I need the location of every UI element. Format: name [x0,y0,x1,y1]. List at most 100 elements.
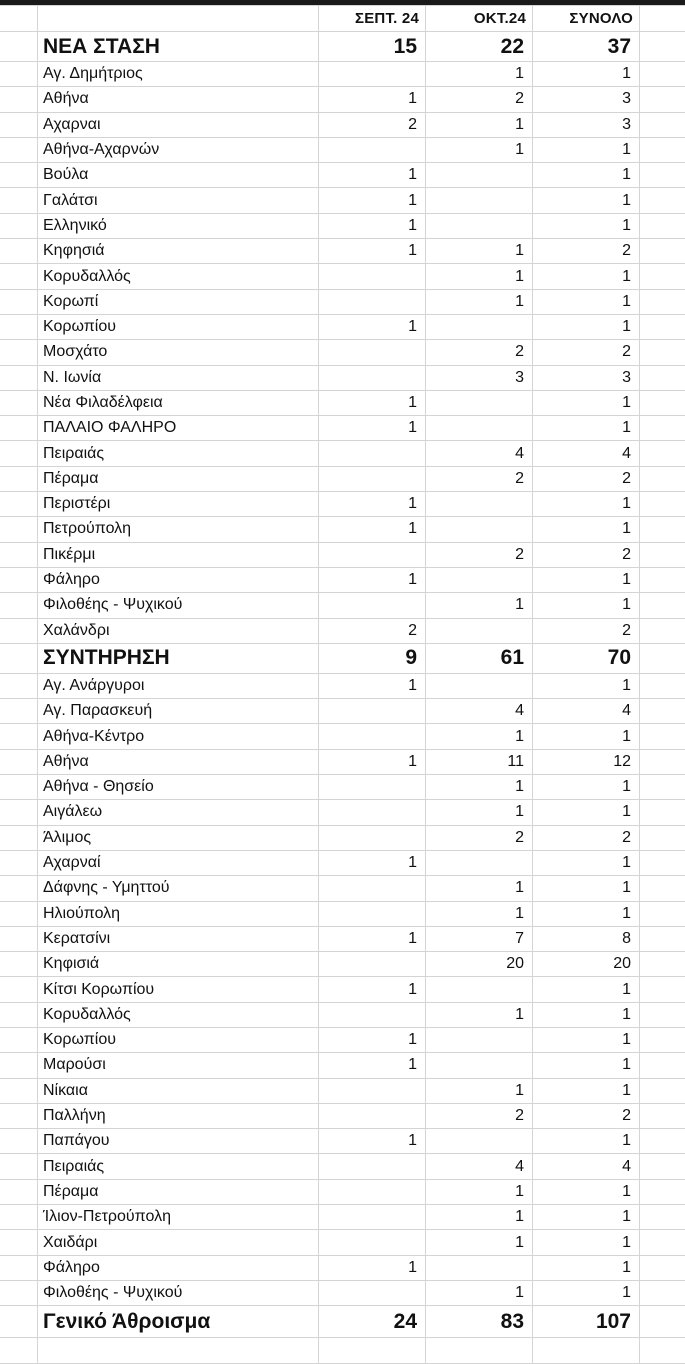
sept-cell[interactable] [319,1002,426,1027]
okt-cell[interactable]: 1 [426,239,533,264]
grand-total-okt[interactable]: 83 [426,1306,533,1338]
sept-cell[interactable]: 1 [319,567,426,592]
total-cell[interactable]: 1 [533,416,640,441]
location-cell[interactable]: Μαρούσι [38,1053,319,1078]
total-cell[interactable]: 1 [533,137,640,162]
sept-cell[interactable] [319,264,426,289]
total-cell[interactable]: 2 [533,340,640,365]
empty-cell[interactable] [533,1338,640,1363]
location-cell[interactable]: Κηφησιά [38,239,319,264]
okt-cell[interactable]: 1 [426,775,533,800]
header-total[interactable]: ΣΥΝΟΛΟ [533,6,640,32]
row-header-cell[interactable] [0,163,38,188]
sept-cell[interactable]: 1 [319,1053,426,1078]
total-cell[interactable]: 1 [533,1027,640,1052]
total-cell[interactable]: 12 [533,749,640,774]
row-header-cell[interactable] [0,926,38,951]
sept-cell[interactable] [319,952,426,977]
sept-cell[interactable]: 1 [319,1255,426,1280]
sept-cell[interactable] [319,1103,426,1128]
sept-cell[interactable]: 1 [319,87,426,112]
total-cell[interactable]: 2 [533,825,640,850]
sept-cell[interactable] [319,876,426,901]
okt-cell[interactable] [426,1053,533,1078]
empty-cell[interactable] [640,466,685,491]
okt-cell[interactable]: 20 [426,952,533,977]
location-cell[interactable]: Αθήνα - Θησείο [38,775,319,800]
row-header-cell[interactable] [0,673,38,698]
okt-cell[interactable]: 1 [426,62,533,87]
sept-cell[interactable] [319,1205,426,1230]
location-cell[interactable]: Κερατσίνι [38,926,319,951]
sept-cell[interactable]: 1 [319,314,426,339]
location-cell[interactable]: Αθήνα-Κέντρο [38,724,319,749]
total-cell[interactable]: 4 [533,441,640,466]
location-cell[interactable]: Αγ. Παρασκευή [38,699,319,724]
row-header-cell[interactable] [0,137,38,162]
empty-cell[interactable] [640,593,685,618]
empty-cell[interactable] [640,1306,685,1338]
total-cell[interactable]: 1 [533,213,640,238]
location-cell[interactable]: Αθήνα [38,749,319,774]
total-cell[interactable]: 1 [533,1002,640,1027]
empty-cell[interactable] [640,952,685,977]
okt-cell[interactable] [426,1129,533,1154]
okt-cell[interactable]: 4 [426,699,533,724]
okt-cell[interactable]: 1 [426,1078,533,1103]
okt-cell[interactable]: 3 [426,365,533,390]
location-cell[interactable]: Χαλάνδρι [38,618,319,643]
total-cell[interactable]: 2 [533,239,640,264]
okt-cell[interactable]: 1 [426,724,533,749]
section-sept[interactable]: 9 [319,643,426,673]
row-header-cell[interactable] [0,112,38,137]
okt-cell[interactable]: 1 [426,1002,533,1027]
total-cell[interactable]: 4 [533,1154,640,1179]
row-header-cell[interactable] [0,1338,38,1363]
total-cell[interactable]: 1 [533,567,640,592]
row-header-cell[interactable] [0,850,38,875]
grand-total-total[interactable]: 107 [533,1306,640,1338]
okt-cell[interactable] [426,163,533,188]
location-cell[interactable]: Δάφνης - Υμηττού [38,876,319,901]
empty-cell[interactable] [640,1027,685,1052]
total-cell[interactable]: 3 [533,112,640,137]
row-header-cell[interactable] [0,1154,38,1179]
total-cell[interactable]: 1 [533,1280,640,1305]
empty-cell[interactable] [640,542,685,567]
sept-cell[interactable] [319,593,426,618]
row-header-cell[interactable] [0,1078,38,1103]
okt-cell[interactable]: 1 [426,264,533,289]
empty-cell[interactable] [640,87,685,112]
empty-cell[interactable] [640,441,685,466]
sept-cell[interactable] [319,365,426,390]
okt-cell[interactable]: 2 [426,542,533,567]
total-cell[interactable]: 3 [533,365,640,390]
row-header-cell[interactable] [0,825,38,850]
row-header-cell[interactable] [0,1255,38,1280]
empty-cell[interactable] [640,1053,685,1078]
row-header-cell[interactable] [0,542,38,567]
location-cell[interactable]: Αγ. Ανάργυροι [38,673,319,698]
okt-cell[interactable] [426,517,533,542]
empty-cell[interactable] [640,62,685,87]
okt-cell[interactable] [426,850,533,875]
location-cell[interactable]: Κορωπί [38,289,319,314]
empty-cell[interactable] [640,724,685,749]
section-total[interactable]: 70 [533,643,640,673]
sept-cell[interactable] [319,724,426,749]
location-cell[interactable]: Κίτσι Κορωπίου [38,977,319,1002]
row-header-cell[interactable] [0,901,38,926]
location-cell[interactable]: Αθήνα [38,87,319,112]
grand-total-label[interactable]: Γενικό Άθροισμα [38,1306,319,1338]
okt-cell[interactable]: 2 [426,340,533,365]
total-cell[interactable]: 1 [533,876,640,901]
total-cell[interactable]: 1 [533,314,640,339]
okt-cell[interactable]: 1 [426,800,533,825]
row-header-cell[interactable] [0,593,38,618]
header-sept[interactable]: ΣΕΠΤ. 24 [319,6,426,32]
sept-cell[interactable]: 1 [319,517,426,542]
empty-cell[interactable] [640,492,685,517]
sept-cell[interactable] [319,137,426,162]
total-cell[interactable]: 1 [533,1230,640,1255]
row-header-cell[interactable] [0,1280,38,1305]
